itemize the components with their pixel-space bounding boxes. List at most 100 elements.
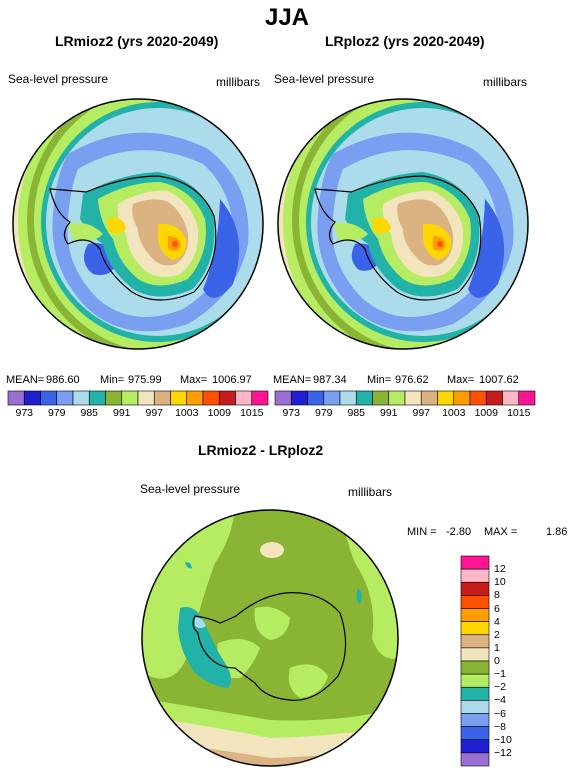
colorbar-swatch — [460, 634, 490, 649]
colorbar-swatch — [170, 390, 188, 406]
colorbar-swatch — [460, 713, 490, 727]
colorbar-tick-label: −2 — [494, 681, 506, 694]
colorbar-swatch — [274, 390, 292, 406]
panel-1-max-label: Max= — [180, 374, 208, 386]
panel-1-units-label: millibars — [216, 75, 261, 89]
panel-1-colorbar — [7, 390, 269, 406]
colorbar-swatch — [518, 390, 536, 406]
panel-3-title: LRmioz2 - LRploz2 — [198, 442, 324, 458]
colorbar-swatch — [460, 581, 490, 596]
colorbar-swatch — [460, 660, 490, 675]
colorbar-swatch — [460, 673, 490, 688]
colorbar-tick-label: 997 — [145, 407, 164, 419]
colorbar-swatch — [404, 390, 422, 406]
colorbar-swatch — [56, 390, 74, 406]
panel-2-mean-label: MEAN= — [273, 374, 312, 386]
colorbar-tick-label: 973 — [15, 407, 34, 419]
colorbar-swatch — [460, 686, 490, 701]
colorbar-swatch — [218, 390, 236, 406]
colorbar-tick-label: −10 — [494, 733, 512, 746]
panel-2-max-label: Max= — [447, 374, 475, 386]
colorbar-tick-label: 979 — [314, 407, 333, 419]
colorbar-tick-label: 1015 — [240, 407, 264, 419]
panel-2-variable-label: Sea-level pressure — [274, 72, 375, 86]
colorbar-tick-label: 997 — [412, 407, 431, 419]
colorbar-swatch — [7, 390, 25, 406]
panel-1-mean-value: 986.60 — [46, 374, 80, 386]
colorbar-swatch — [460, 700, 490, 714]
panel-1-variable-label: Sea-level pressure — [8, 72, 109, 86]
colorbar-tick-label: 8 — [494, 589, 500, 602]
colorbar-swatch — [290, 390, 308, 406]
panel-1-max-value: 1006.97 — [212, 374, 252, 386]
colorbar-swatch — [235, 390, 253, 406]
panel-3-min-label: MIN = — [407, 526, 437, 538]
colorbar-tick-label: 1009 — [474, 407, 498, 419]
colorbar-tick-label: −12 — [494, 746, 512, 759]
colorbar-swatch — [40, 390, 58, 406]
panel-2-colorbar — [274, 390, 536, 406]
colorbar-tick-label: 0 — [494, 655, 500, 667]
colorbar-swatch — [460, 621, 490, 636]
colorbar-tick-label: 1003 — [175, 407, 199, 419]
panel-1-title: LRmioz2 (yrs 2020-2049) — [55, 33, 219, 49]
colorbar-swatch — [251, 390, 269, 406]
colorbar-tick-label: 10 — [494, 576, 506, 589]
colorbar-tick-label: 973 — [282, 407, 301, 419]
panel-2-max-value: 1007.62 — [479, 374, 519, 386]
colorbar-tick-label: 991 — [379, 407, 398, 419]
colorbar-tick-label: −1 — [494, 668, 506, 681]
colorbar-swatch — [453, 390, 471, 406]
colorbar-swatch — [460, 739, 490, 754]
colorbar-tick-label: 979 — [47, 407, 66, 419]
figure-title: JJA — [264, 4, 310, 31]
colorbar-tick-label: 12 — [494, 563, 506, 576]
colorbar-swatch — [469, 390, 487, 406]
colorbar-swatch — [355, 390, 373, 406]
colorbar-tick-label: 991 — [112, 407, 131, 419]
panel-1-min-label: Min= — [100, 374, 125, 386]
colorbar-swatch — [460, 752, 490, 767]
panel-2-colorbar-ticks: 973 979 985 991 997 1003 1009 1015 — [275, 407, 535, 421]
panel-3-max-label: MAX = — [484, 526, 518, 538]
panel-1-min-value: 975.99 — [128, 374, 162, 386]
colorbar-tick-label: −8 — [494, 720, 506, 733]
colorbar-swatch — [153, 390, 171, 406]
panel-2-min-value: 976.62 — [395, 374, 429, 386]
panel-3-map — [141, 509, 399, 767]
panel-2-map — [277, 98, 529, 350]
colorbar-swatch — [105, 390, 123, 406]
colorbar-swatch — [485, 390, 503, 406]
colorbar-tick-label: 985 — [80, 407, 99, 419]
colorbar-tick-label: −6 — [494, 707, 506, 720]
colorbar-tick-label: 2 — [494, 628, 500, 641]
panel-2-units-label: millibars — [483, 75, 528, 89]
colorbar-swatch — [460, 595, 490, 609]
colorbar-swatch — [323, 390, 341, 406]
colorbar-tick-label: 985 — [347, 407, 366, 419]
panel-3-min-value: -2.80 — [446, 526, 472, 538]
colorbar-swatch — [388, 390, 406, 406]
colorbar-swatch — [372, 390, 390, 406]
colorbar-tick-label: 1015 — [507, 407, 531, 419]
colorbar-tick-label: 6 — [494, 602, 500, 615]
panel-2-title: LRploz2 (yrs 2020-2049) — [325, 33, 485, 49]
panel-1-colorbar-ticks: 973 979 985 991 997 1003 1009 1015 — [8, 407, 268, 421]
colorbar-swatch — [460, 555, 490, 570]
panel-3-colorbar-ticks: 12 10 8 6 4 2 1 0 −1 −2 −4 −6 −8 −10 −12 — [494, 556, 534, 766]
colorbar-swatch — [121, 390, 139, 406]
colorbar-swatch — [202, 390, 220, 406]
colorbar-swatch — [339, 390, 357, 406]
colorbar-swatch — [420, 390, 438, 406]
colorbar-swatch — [460, 608, 490, 622]
panel-3-units-label: millibars — [348, 485, 393, 499]
colorbar-swatch — [137, 390, 155, 406]
colorbar-swatch — [186, 390, 204, 406]
colorbar-swatch — [502, 390, 520, 406]
panel-1-mean-label: MEAN= — [6, 374, 45, 386]
panel-3-colorbar — [460, 555, 490, 767]
panel-3-max-value: 1.86 — [546, 526, 568, 538]
colorbar-swatch — [460, 726, 490, 741]
colorbar-swatch — [460, 568, 490, 583]
colorbar-swatch — [72, 390, 90, 406]
